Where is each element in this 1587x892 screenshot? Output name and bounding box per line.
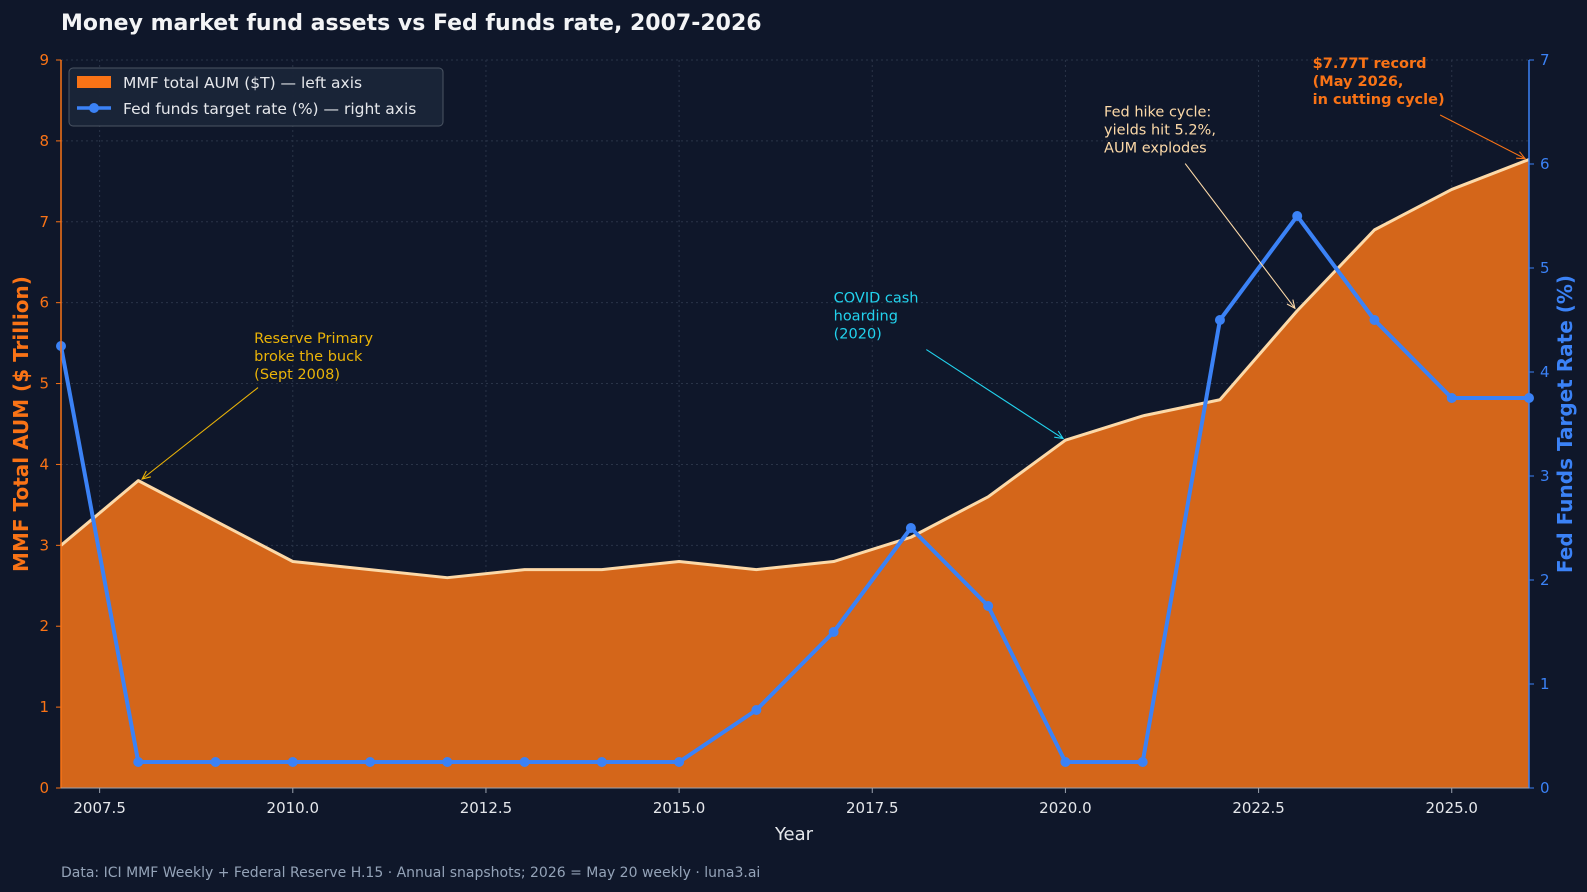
annotation-record-text: in cutting cycle) (1313, 92, 1445, 108)
annotation-hike-text: yields hit 5.2%, (1104, 123, 1216, 139)
rate-point (983, 601, 994, 611)
y-right-tick-label: 7 (1540, 51, 1550, 69)
annotation-covid-arrow (926, 349, 1064, 440)
annotation-record: $7.77T record (May 2026, in cutting cycle) (1313, 56, 1527, 160)
rate-point (1060, 757, 1071, 767)
y-right-tick-label: 5 (1540, 259, 1550, 277)
legend-label-aum: MMF total AUM ($T) — left axis (123, 74, 362, 92)
legend: MMF total AUM ($T) — left axis Fed funds … (68, 67, 444, 127)
legend-box (68, 67, 444, 127)
rate-point (210, 757, 221, 767)
rate-point (365, 757, 376, 767)
annotations: Reserve Primary broke the buck (Sept 2008)… (141, 56, 1527, 480)
y-left-tick-label: 3 (39, 536, 49, 554)
x-tick-label: 2020.0 (1039, 799, 1092, 817)
annotation-record-arrow (1439, 114, 1526, 160)
annotation-hike-text: Fed hike cycle: (1104, 105, 1211, 121)
rate-point (674, 757, 685, 767)
x-axis-label: Year (774, 824, 814, 845)
rate-point (1369, 315, 1380, 325)
footer-source: Data: ICI MMF Weekly + Federal Reserve H… (61, 865, 760, 881)
aum-area-series (60, 158, 1530, 788)
rate-point (1214, 315, 1225, 325)
y-right-tick-label: 1 (1540, 675, 1550, 693)
rate-point (1137, 757, 1148, 767)
x-tick-label: 2022.5 (1232, 799, 1285, 817)
axes: 2007.5 2010.0 2012.5 2015.0 2017.5 2020.0 2022… (39, 51, 1549, 817)
y-left-tick-label: 4 (39, 455, 49, 473)
annotation-reserve-arrowhead (141, 470, 151, 480)
y-right-tick-label: 0 (1540, 779, 1550, 797)
annotation-covid-arrowhead (1054, 430, 1065, 440)
annotation-covid-text: COVID cash (834, 291, 919, 307)
rate-point (596, 757, 607, 767)
x-tick-label: 2025.0 (1425, 799, 1478, 817)
rate-point (133, 757, 144, 767)
aum-area-fill (61, 159, 1529, 788)
annotation-reserve-arrow (141, 387, 259, 480)
annotation-covid-text: (2020) (834, 327, 882, 343)
aum-line (60, 158, 1530, 580)
y-right-tick-label: 3 (1540, 467, 1550, 485)
annotation-hike-text: AUM explodes (1104, 141, 1207, 157)
y-left-tick-label: 9 (39, 51, 49, 69)
x-tick-label: 2007.5 (73, 799, 126, 817)
annotation-covid: COVID cash hoarding (2020) (834, 291, 1065, 440)
y-left-tick-label: 8 (39, 132, 49, 150)
y-right-tick-label: 4 (1540, 363, 1550, 381)
annotation-covid-text: hoarding (834, 309, 898, 325)
y-right-tick-label: 2 (1540, 571, 1550, 589)
y-left-tick-label: 7 (39, 213, 49, 231)
annotation-record-arrowhead (1516, 151, 1527, 160)
annotation-hike-arrowhead (1286, 299, 1296, 310)
rate-line (59, 214, 1529, 764)
annotation-hike: Fed hike cycle: yields hit 5.2%, AUM explo… (1104, 105, 1296, 310)
y-left-tick-label: 5 (39, 375, 49, 393)
legend-swatch-aum (77, 76, 111, 88)
x-tick-label: 2015.0 (653, 799, 706, 817)
x-tick-label: 2012.5 (460, 799, 513, 817)
y-axis-left-label: MMF Total AUM ($ Trillion) (9, 276, 33, 572)
y-left-tick-label: 6 (39, 294, 49, 312)
y-axis-right-label: Fed Funds Target Rate (%) (1553, 275, 1577, 573)
rate-point (905, 523, 916, 533)
y-right-tick-label: 6 (1540, 155, 1550, 173)
annotation-reserve: Reserve Primary broke the buck (Sept 2008) (141, 331, 374, 480)
rate-point (287, 757, 298, 767)
rate-point (751, 705, 762, 715)
annotation-record-text: (May 2026, (1313, 74, 1404, 90)
x-tick-label: 2010.0 (267, 799, 320, 817)
chart-title: Money market fund assets vs Fed funds ra… (61, 11, 762, 36)
legend-marker-rate (89, 103, 99, 113)
annotation-reserve-text: Reserve Primary (254, 331, 373, 347)
annotation-record-text: $7.77T record (1313, 56, 1427, 72)
y-left-tick-label: 0 (39, 779, 49, 797)
annotation-hike-arrow (1184, 163, 1296, 309)
rate-point (1292, 211, 1303, 221)
rate-point (519, 757, 530, 767)
rate-point (828, 627, 839, 637)
x-tick-label: 2017.5 (846, 799, 899, 817)
legend-label-rate: Fed funds target rate (%) — right axis (123, 100, 416, 118)
rate-point (442, 757, 453, 767)
y-left-tick-label: 1 (39, 698, 49, 716)
rate-point (1446, 393, 1457, 403)
y-left-tick-label: 2 (39, 617, 49, 635)
annotation-reserve-text: broke the buck (254, 349, 363, 365)
annotation-reserve-text: (Sept 2008) (254, 367, 340, 383)
